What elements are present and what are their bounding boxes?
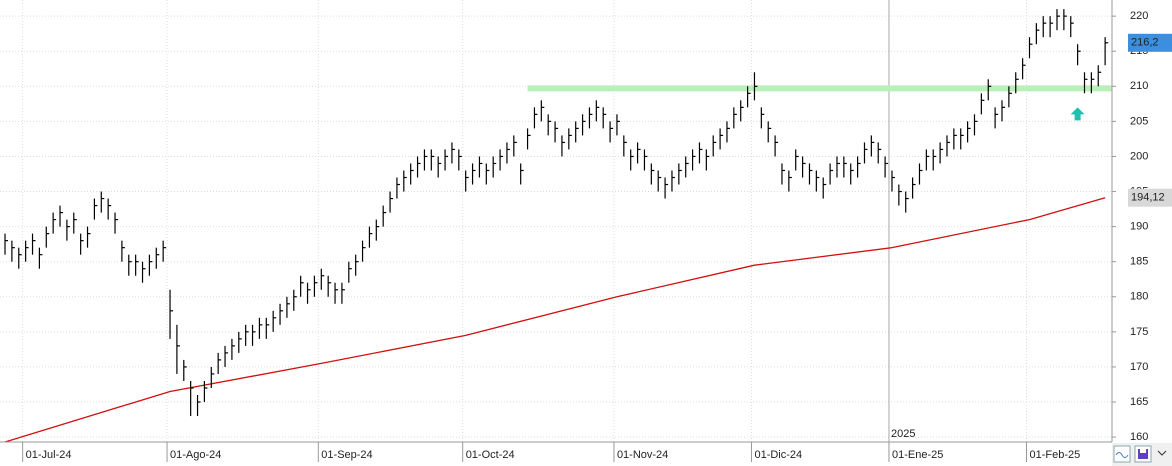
y-tick-label: 160 bbox=[1130, 431, 1148, 443]
y-tick-label: 220 bbox=[1130, 10, 1148, 22]
y-tick-label: 200 bbox=[1130, 150, 1148, 162]
y-tick-label: 170 bbox=[1130, 361, 1148, 373]
y-tick-label: 205 bbox=[1130, 115, 1148, 127]
axes: 1601651701751801851901952002052102152200… bbox=[22, 10, 1172, 462]
y-tick-label: 210 bbox=[1130, 80, 1148, 92]
x-tick-label: 01-Ago-24 bbox=[170, 449, 221, 461]
x-tick-label: 01-Feb-25 bbox=[1029, 449, 1080, 461]
ma-label: 194,12 bbox=[1131, 192, 1165, 204]
save-icon bbox=[1138, 449, 1148, 459]
save-icon-label bbox=[1140, 449, 1146, 453]
y-tick-label: 165 bbox=[1130, 396, 1148, 408]
moving-average bbox=[4, 197, 1106, 443]
toolbar bbox=[1112, 443, 1172, 466]
ma-label-box bbox=[1128, 188, 1172, 207]
price-label: 216,2 bbox=[1131, 37, 1159, 49]
wave-icon bbox=[1115, 452, 1129, 458]
price-label-box bbox=[1128, 33, 1172, 52]
y-tick-label: 190 bbox=[1130, 221, 1148, 233]
y-tick-label: 180 bbox=[1130, 291, 1148, 303]
grid bbox=[0, 0, 1112, 442]
x-tick-label: 01-Jul-24 bbox=[26, 449, 72, 461]
year-label: 2025 bbox=[891, 428, 915, 440]
x-tick-label: 01-Oct-24 bbox=[466, 449, 515, 461]
plot bbox=[4, 9, 1112, 443]
x-tick-label: 01-Ene-25 bbox=[892, 449, 943, 461]
x-tick-label: 01-Sep-24 bbox=[321, 449, 372, 461]
x-tick-label: 01-Nov-24 bbox=[617, 449, 668, 461]
x-tick-label: 01-Dic-24 bbox=[754, 449, 802, 461]
dropdown-icon[interactable] bbox=[1157, 450, 1167, 456]
signal-arrow bbox=[1070, 107, 1085, 121]
y-tick-label: 185 bbox=[1130, 256, 1148, 268]
y-tick-label: 175 bbox=[1130, 326, 1148, 338]
wave-button[interactable] bbox=[1113, 445, 1131, 463]
